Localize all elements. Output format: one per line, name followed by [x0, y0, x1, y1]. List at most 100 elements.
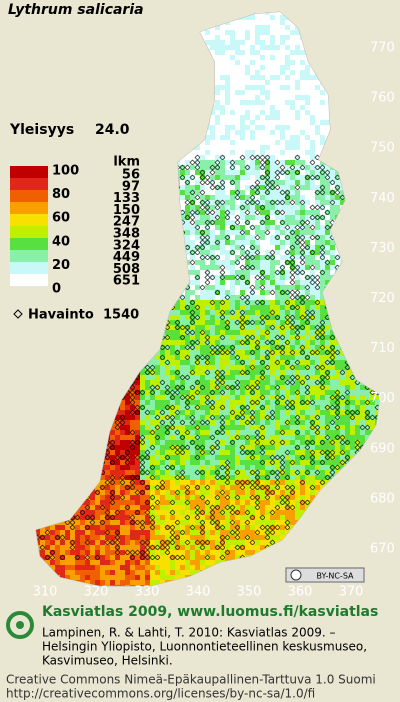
grid-cell: [225, 250, 230, 255]
grid-cell: [225, 275, 230, 280]
grid-cell: [285, 205, 290, 210]
grid-cell: [240, 235, 245, 240]
grid-cell: [215, 90, 220, 95]
grid-cell: [305, 235, 310, 240]
grid-cell: [240, 105, 245, 110]
grid-cell: [210, 265, 215, 270]
grid-cell: [215, 155, 220, 160]
grid-cell: [250, 140, 255, 145]
grid-cell: [220, 85, 225, 90]
grid-cell: [215, 195, 220, 200]
grid-cell: [310, 265, 315, 270]
grid-cell: [245, 45, 250, 50]
grid-cell: [290, 185, 295, 190]
grid-cell: [235, 310, 240, 315]
grid-cell: [315, 125, 320, 130]
grid-cell: [305, 255, 310, 260]
grid-cell: [315, 105, 320, 110]
grid-cell: [250, 195, 255, 200]
grid-cell: [235, 25, 240, 30]
grid-cell: [305, 180, 310, 185]
grid-cell: [260, 300, 265, 305]
grid-cell: [295, 65, 300, 70]
grid-cell: [230, 70, 235, 75]
grid-cell: [200, 165, 205, 170]
grid-cell: [250, 175, 255, 180]
grid-cell: [235, 100, 240, 105]
grid-cell: [300, 310, 305, 315]
grid-cell: [300, 80, 305, 85]
grid-cell: [245, 300, 250, 305]
grid-cell: [250, 85, 255, 90]
grid-cell: [240, 60, 245, 65]
grid-cell: [190, 190, 195, 195]
grid-cell: [240, 215, 245, 220]
grid-cell: [335, 250, 340, 255]
grid-cell: [295, 50, 300, 55]
grid-cell: [265, 195, 270, 200]
grid-cell: [250, 145, 255, 150]
grid-cell: [325, 265, 330, 270]
grid-cell: [190, 300, 195, 305]
grid-cell: [240, 135, 245, 140]
grid-cell: [180, 310, 185, 315]
grid-cell: [225, 135, 230, 140]
grid-cell: [270, 145, 275, 150]
grid-cell: [295, 85, 300, 90]
grid-cell: [225, 115, 230, 120]
grid-cell: [205, 180, 210, 185]
grid-cell: [295, 35, 300, 40]
grid-cell: [230, 240, 235, 245]
grid-cell: [220, 140, 225, 145]
grid-cell: [270, 155, 275, 160]
grid-cell: [285, 240, 290, 245]
grid-cell: [195, 210, 200, 215]
grid-cell: [250, 250, 255, 255]
grid-cell: [285, 165, 290, 170]
grid-cell: [205, 155, 210, 160]
grid-cell: [205, 190, 210, 195]
grid-cell: [275, 175, 280, 180]
grid-cell: [200, 170, 205, 175]
grid-cell: [275, 285, 280, 290]
grid-cell: [210, 310, 215, 315]
grid-cell: [205, 230, 210, 235]
grid-cell: [190, 290, 195, 295]
grid-cell: [220, 190, 225, 195]
grid-cell: [210, 245, 215, 250]
grid-cell: [215, 175, 220, 180]
grid-cell: [220, 160, 225, 165]
grid-cell: [320, 250, 325, 255]
grid-cell: [180, 195, 185, 200]
grid-cell: [185, 205, 190, 210]
grid-cell: [285, 85, 290, 90]
grid-cell: [275, 125, 280, 130]
grid-cell: [310, 290, 315, 295]
grid-cell: [320, 305, 325, 310]
grid-cell: [320, 230, 325, 235]
grid-cell: [290, 45, 295, 50]
grid-cell: [210, 240, 215, 245]
grid-cell: [315, 300, 320, 305]
grid-cell: [290, 190, 295, 195]
grid-cell: [220, 150, 225, 155]
grid-cell: [245, 245, 250, 250]
grid-cell: [210, 50, 215, 55]
grid-cell: [230, 45, 235, 50]
grid-cell: [295, 245, 300, 250]
grid-cell: [295, 260, 300, 265]
grid-cell: [300, 230, 305, 235]
grid-cell: [285, 115, 290, 120]
grid-cell: [275, 310, 280, 315]
grid-cell: [230, 180, 235, 185]
grid-cell: [225, 85, 230, 90]
grid-cell: [265, 115, 270, 120]
grid-cell: [290, 145, 295, 150]
grid-cell: [290, 105, 295, 110]
grid-cell: [305, 240, 310, 245]
grid-cell: [270, 220, 275, 225]
grid-cell: [285, 275, 290, 280]
grid-cell: [250, 235, 255, 240]
grid-cell: [280, 165, 285, 170]
